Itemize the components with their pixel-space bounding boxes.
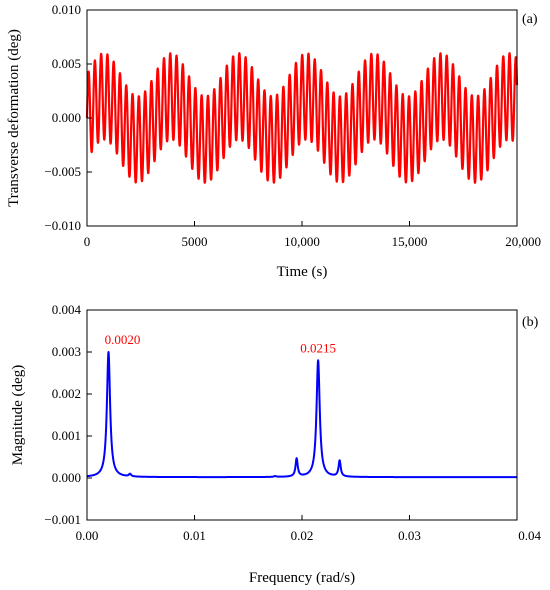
panel-a: 0 5000 10,000 15,000 20,000 −0.010 −0.005 0.00…	[6, 2, 541, 280]
y-tick-label: 0.004	[52, 302, 82, 317]
x-tick-label: 0.01	[183, 528, 206, 543]
x-tick-label: 0.04	[518, 528, 541, 543]
y-tick-label: −0.005	[44, 164, 81, 179]
x-axis-title-b: Frequency (rad/s)	[249, 570, 355, 586]
plot-frame-a	[86, 9, 518, 227]
y-tick-label: 0.001	[52, 428, 81, 443]
magnitude-spectrum-line	[86, 350, 518, 479]
x-tick-label: 0.03	[398, 528, 421, 543]
panel-label-b: (b)	[522, 315, 539, 330]
y-tick-label: 0.003	[52, 344, 81, 359]
y-tick-label: −0.010	[44, 218, 81, 233]
peak-annotation: 0.0215	[300, 340, 336, 355]
x-tick-label: 5000	[182, 234, 208, 249]
x-tick-label: 20,000	[505, 234, 541, 249]
x-tick-label: 0.00	[76, 528, 99, 543]
x-tick-label: 10,000	[284, 234, 320, 249]
y-tick-label: 0.000	[52, 110, 81, 125]
x-tick-label: 0	[84, 234, 91, 249]
y-tick-label: 0.005	[52, 56, 81, 71]
peak-annotation: 0.0020	[105, 332, 141, 347]
y-axis-title-a: Transverse deformation (deg)	[6, 29, 22, 207]
y-tick-label: −0.001	[44, 512, 81, 527]
y-tick-label: 0.002	[52, 386, 81, 401]
deformation-series-line	[85, 52, 519, 184]
x-tick-label: 15,000	[392, 234, 428, 249]
panel-b: 0.00 0.01 0.02 0.03 0.04 −0.001 0.000 0.001 0.0…	[10, 302, 542, 586]
y-axis-title-b: Magnitude (deg)	[10, 365, 26, 465]
x-axis-title-a: Time (s)	[277, 264, 328, 280]
panel-label-a: (a)	[522, 12, 538, 27]
x-tick-label: 0.02	[291, 528, 314, 543]
y-tick-label: 0.010	[52, 2, 81, 17]
y-tick-label: 0.000	[52, 470, 81, 485]
